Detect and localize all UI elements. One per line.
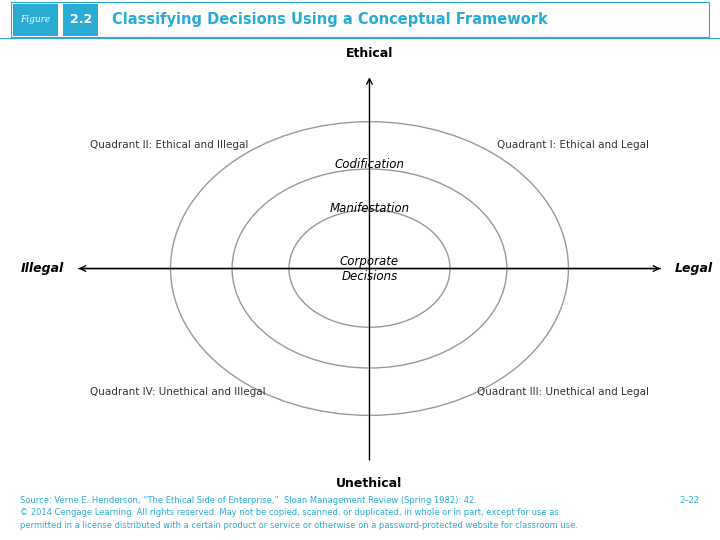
Text: Illegal: Illegal	[21, 262, 64, 275]
Text: Figure: Figure	[20, 15, 50, 24]
Text: Codification: Codification	[335, 158, 405, 171]
Text: Ethical: Ethical	[346, 47, 393, 60]
Text: 2.2: 2.2	[70, 13, 91, 26]
Text: Legal: Legal	[675, 262, 713, 275]
Text: Quadrant III: Unethical and Legal: Quadrant III: Unethical and Legal	[477, 387, 649, 397]
Text: Source: Verne E. Henderson, “The Ethical Side of Enterprise,”  Sloan Management : Source: Verne E. Henderson, “The Ethical…	[20, 496, 578, 530]
Text: Unethical: Unethical	[336, 477, 402, 490]
Text: 2–22: 2–22	[680, 496, 700, 505]
Text: Quadrant IV: Unethical and Illegal: Quadrant IV: Unethical and Illegal	[90, 387, 266, 397]
FancyBboxPatch shape	[13, 4, 58, 36]
Text: Manifestation: Manifestation	[330, 202, 410, 215]
Text: Corporate
Decisions: Corporate Decisions	[340, 254, 399, 282]
Text: Classifying Decisions Using a Conceptual Framework: Classifying Decisions Using a Conceptual…	[112, 12, 547, 27]
Text: Quadrant II: Ethical and Illegal: Quadrant II: Ethical and Illegal	[90, 140, 248, 150]
Text: Quadrant I: Ethical and Legal: Quadrant I: Ethical and Legal	[497, 140, 649, 150]
FancyBboxPatch shape	[63, 4, 98, 36]
